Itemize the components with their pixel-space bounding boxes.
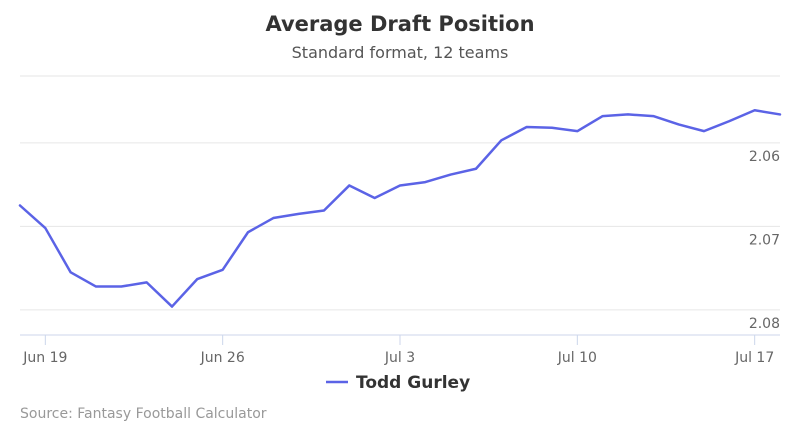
x-tick-label: Jul 10 xyxy=(557,350,597,366)
chart-subtitle: Standard format, 12 teams xyxy=(292,43,509,62)
y-tick-label: 2.06 xyxy=(749,149,780,165)
x-tick-label: Jun 26 xyxy=(200,350,245,366)
x-tick-label: Jul 17 xyxy=(734,350,774,366)
x-axis: Jun 19 Jun 26 Jul 3 Jul 10 Jul 17 xyxy=(20,334,780,366)
y-axis: 2.06 2.07 2.08 xyxy=(749,149,780,332)
grid-lines xyxy=(20,75,780,311)
y-tick-label: 2.07 xyxy=(749,232,780,248)
plot-area xyxy=(18,109,782,308)
y-tick-label: 2.08 xyxy=(749,316,780,332)
legend[interactable]: Todd Gurley xyxy=(326,373,470,393)
chart-credit: Source: Fantasy Football Calculator xyxy=(20,406,267,422)
x-tick-label: Jun 19 xyxy=(22,350,67,366)
legend-label[interactable]: Todd Gurley xyxy=(356,373,470,393)
x-tick-label: Jul 3 xyxy=(384,350,415,366)
chart-title: Average Draft Position xyxy=(265,12,534,36)
series-line-todd-gurley[interactable] xyxy=(18,109,782,308)
